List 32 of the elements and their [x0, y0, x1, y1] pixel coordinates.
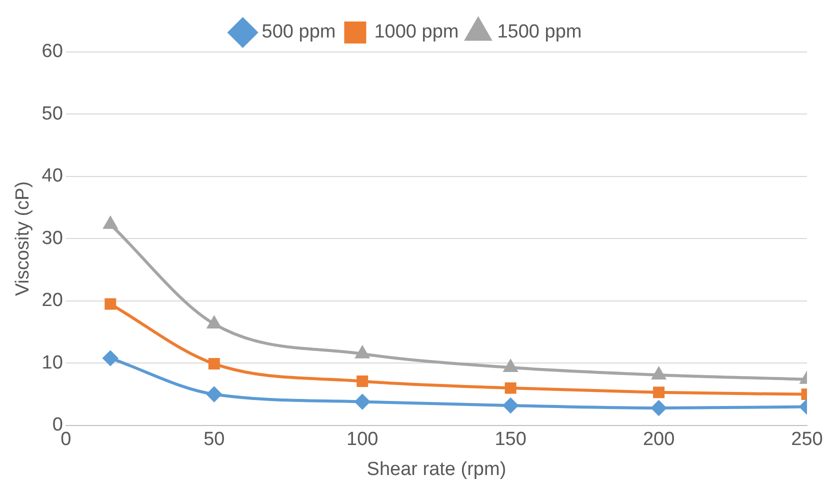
y-tick-label: 10	[42, 352, 63, 374]
point	[208, 358, 220, 370]
point	[504, 382, 516, 394]
point	[356, 375, 368, 387]
x-tick-label: 200	[642, 429, 675, 450]
y-tick-label: 40	[42, 166, 63, 187]
point	[207, 316, 221, 328]
y-tick-label: 50	[42, 103, 63, 124]
legend-label: 500 ppm	[262, 22, 336, 43]
x-axis-title: Shear rate (rpm)	[366, 458, 506, 480]
point	[652, 367, 666, 380]
point	[356, 346, 370, 358]
point	[206, 386, 222, 402]
point	[503, 398, 518, 413]
legend-label: 1500 ppm	[497, 22, 582, 43]
x-tick-label: 150	[494, 429, 526, 450]
point	[354, 394, 370, 410]
x-tick-label: 250	[791, 429, 823, 450]
point	[102, 350, 118, 366]
y-tick-label: 20	[42, 290, 63, 312]
legend-label: 1000 ppm	[374, 22, 459, 43]
point	[504, 360, 518, 372]
x-tick-label: 100	[346, 429, 378, 450]
point	[653, 386, 665, 398]
y-tick-label: 0	[52, 414, 63, 436]
point	[104, 298, 116, 310]
point	[651, 400, 666, 416]
y-tick-label: 30	[42, 228, 63, 249]
x-tick-label: 50	[204, 429, 225, 450]
y-axis-title: Viscosity (cP)	[12, 181, 34, 296]
y-tick-label: 60	[42, 41, 63, 62]
point	[104, 216, 118, 229]
